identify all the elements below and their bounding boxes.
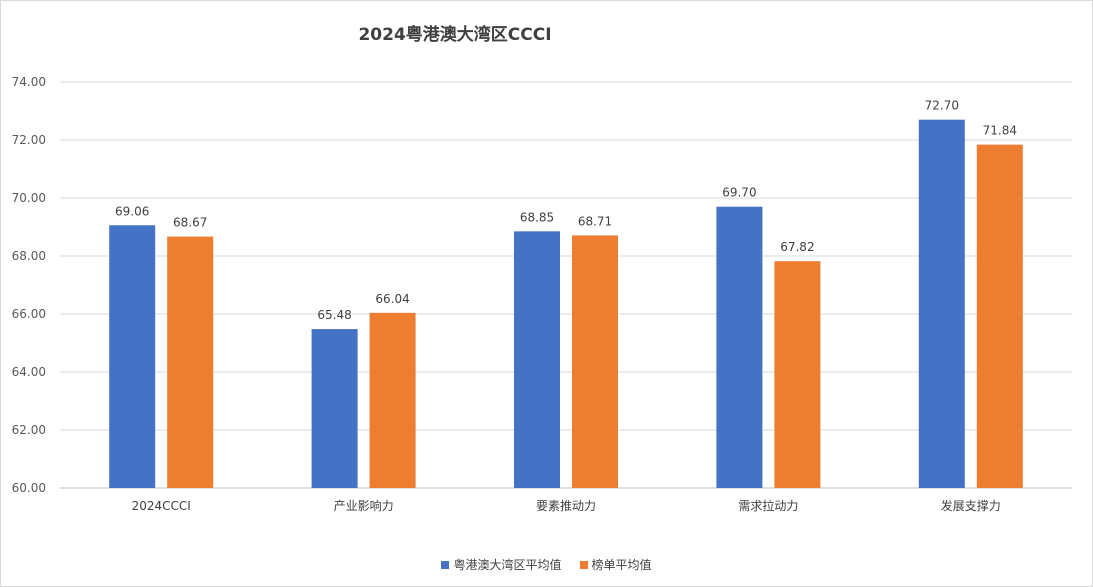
x-tick-label: 2024CCCI: [132, 499, 191, 513]
legend-swatch-series-1: [441, 560, 450, 569]
bar: [918, 119, 965, 488]
y-tick-label: 66.00: [12, 307, 46, 321]
data-label: 68.71: [578, 214, 612, 228]
y-tick-label: 68.00: [12, 249, 46, 263]
x-tick-label: 产业影响力: [334, 498, 394, 513]
data-label: 69.70: [722, 186, 756, 200]
x-tick-label: 要素推动力: [536, 499, 596, 513]
y-tick-label: 60.00: [12, 481, 46, 495]
legend-item-series-2: 榜单平均值: [579, 556, 652, 573]
y-tick-label: 70.00: [12, 191, 46, 205]
legend-label-series-2: 榜单平均值: [591, 558, 652, 572]
data-label: 69.06: [115, 204, 149, 218]
data-label: 72.70: [925, 99, 959, 113]
bar: [311, 329, 358, 488]
y-tick-label: 64.00: [12, 365, 46, 379]
legend-item-series-1: 粤港澳大湾区平均值: [441, 556, 562, 573]
legend: 粤港澳大湾区平均值 榜单平均值: [0, 556, 1093, 573]
bar: [774, 261, 821, 488]
data-label: 65.48: [317, 308, 351, 322]
bar: [976, 144, 1023, 488]
x-tick-label: 需求拉动力: [738, 498, 798, 513]
bar: [109, 225, 156, 488]
data-label: 66.04: [375, 292, 409, 306]
bar: [369, 312, 416, 488]
y-tick-label: 74.00: [12, 75, 46, 89]
legend-swatch-series-2: [579, 560, 588, 569]
bar: [716, 206, 763, 488]
data-label: 68.67: [173, 216, 207, 230]
y-tick-label: 72.00: [12, 133, 46, 147]
bar: [167, 236, 214, 488]
y-tick-label: 62.00: [12, 423, 46, 437]
bar: [572, 235, 618, 488]
data-label: 71.84: [983, 124, 1017, 138]
data-label: 68.85: [520, 210, 554, 224]
data-label: 67.82: [780, 240, 814, 254]
x-tick-label: 发展支撑力: [941, 498, 1001, 513]
chart-title: 2024粤港澳大湾区CCCI: [358, 25, 552, 45]
legend-label-series-1: 粤港澳大湾区平均值: [453, 558, 562, 572]
bar: [514, 231, 560, 488]
